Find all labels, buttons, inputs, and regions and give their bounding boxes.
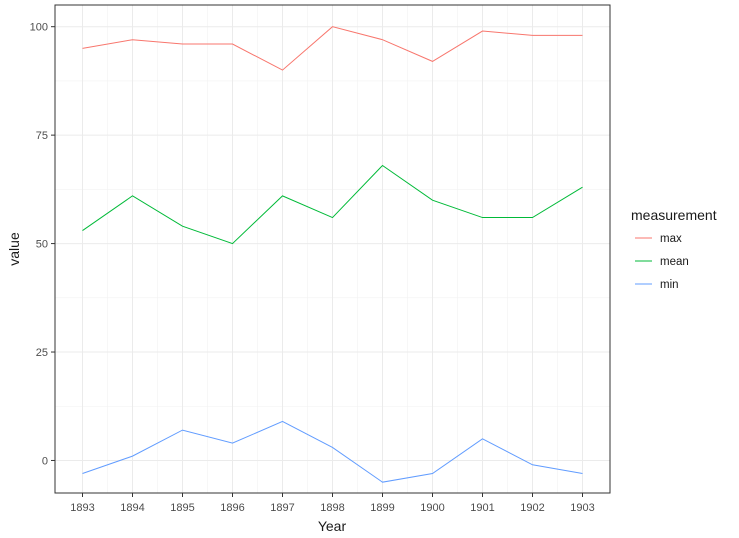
y-tick-label: 100	[30, 22, 48, 34]
y-tick-label: 75	[36, 130, 48, 142]
x-tick-label: 1903	[570, 502, 594, 514]
y-tick-label: 25	[36, 347, 48, 359]
x-tick-label: 1898	[320, 502, 344, 514]
y-axis-title: value	[6, 232, 22, 266]
legend-label-max: max	[660, 233, 682, 245]
y-tick-label: 50	[36, 239, 48, 251]
series-line-mean	[82, 164, 583, 245]
series-lines	[82, 26, 583, 483]
x-tick-label: 1902	[520, 502, 544, 514]
series-line-max	[82, 26, 583, 71]
x-tick-label: 1901	[470, 502, 494, 514]
x-tick-label: 1895	[170, 502, 194, 514]
legend: measurement max mean min	[631, 207, 717, 291]
x-tick-label: 1893	[70, 502, 94, 514]
x-tick-label: 1896	[220, 502, 244, 514]
y-tick-label: 0	[42, 455, 48, 467]
legend-label-mean: mean	[660, 256, 689, 268]
grid-major	[55, 5, 610, 493]
x-tick-label: 1897	[270, 502, 294, 514]
legend-title: measurement	[631, 207, 717, 223]
series-line-min	[82, 420, 583, 483]
legend-label-min: min	[660, 279, 679, 291]
x-axis-title: Year	[318, 518, 347, 534]
x-axis: 1893 1894 1895 1896 1897 1898 1899 1900 1901 1902…	[70, 493, 595, 514]
y-axis: 0 25 50 75 100	[30, 22, 55, 467]
x-tick-label: 1900	[420, 502, 444, 514]
x-tick-label: 1899	[370, 502, 394, 514]
grid-minor	[55, 5, 610, 493]
x-tick-label: 1894	[120, 502, 144, 514]
